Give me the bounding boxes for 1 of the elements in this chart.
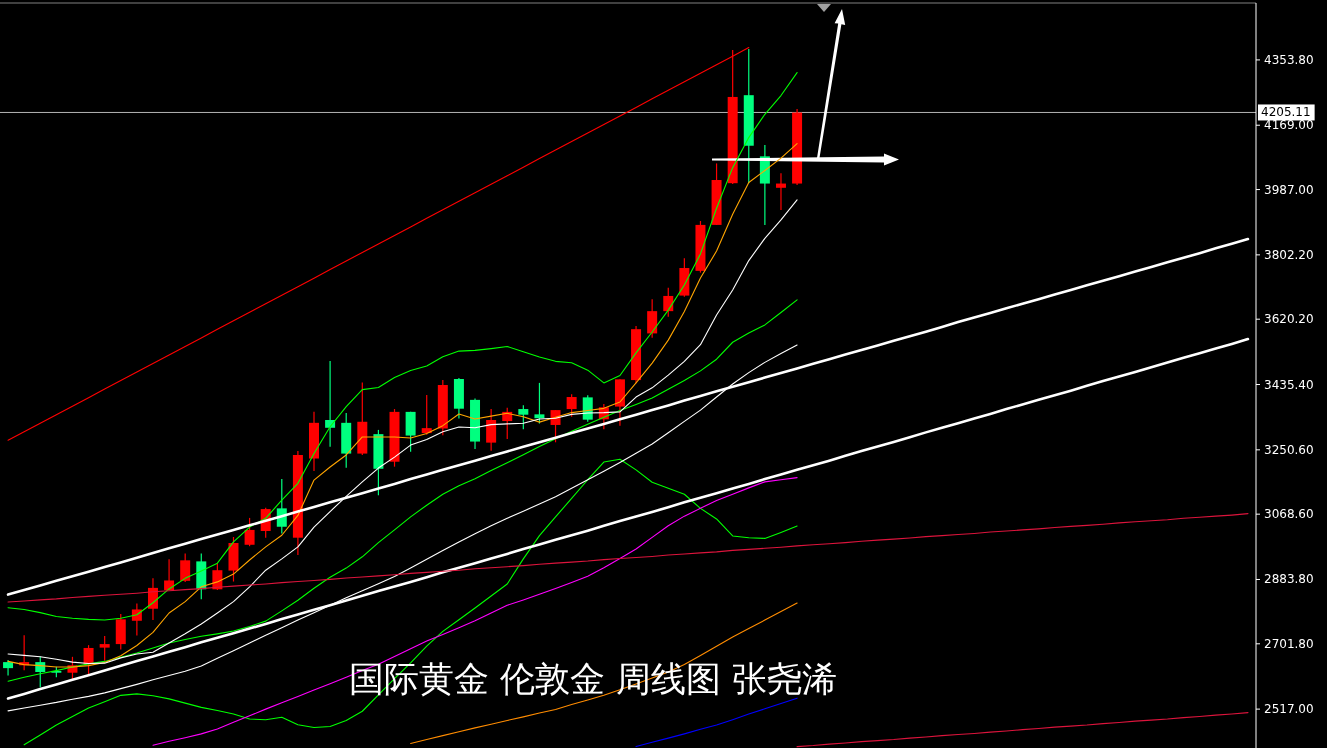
ref-line-label: 4205.11 bbox=[1261, 105, 1311, 120]
